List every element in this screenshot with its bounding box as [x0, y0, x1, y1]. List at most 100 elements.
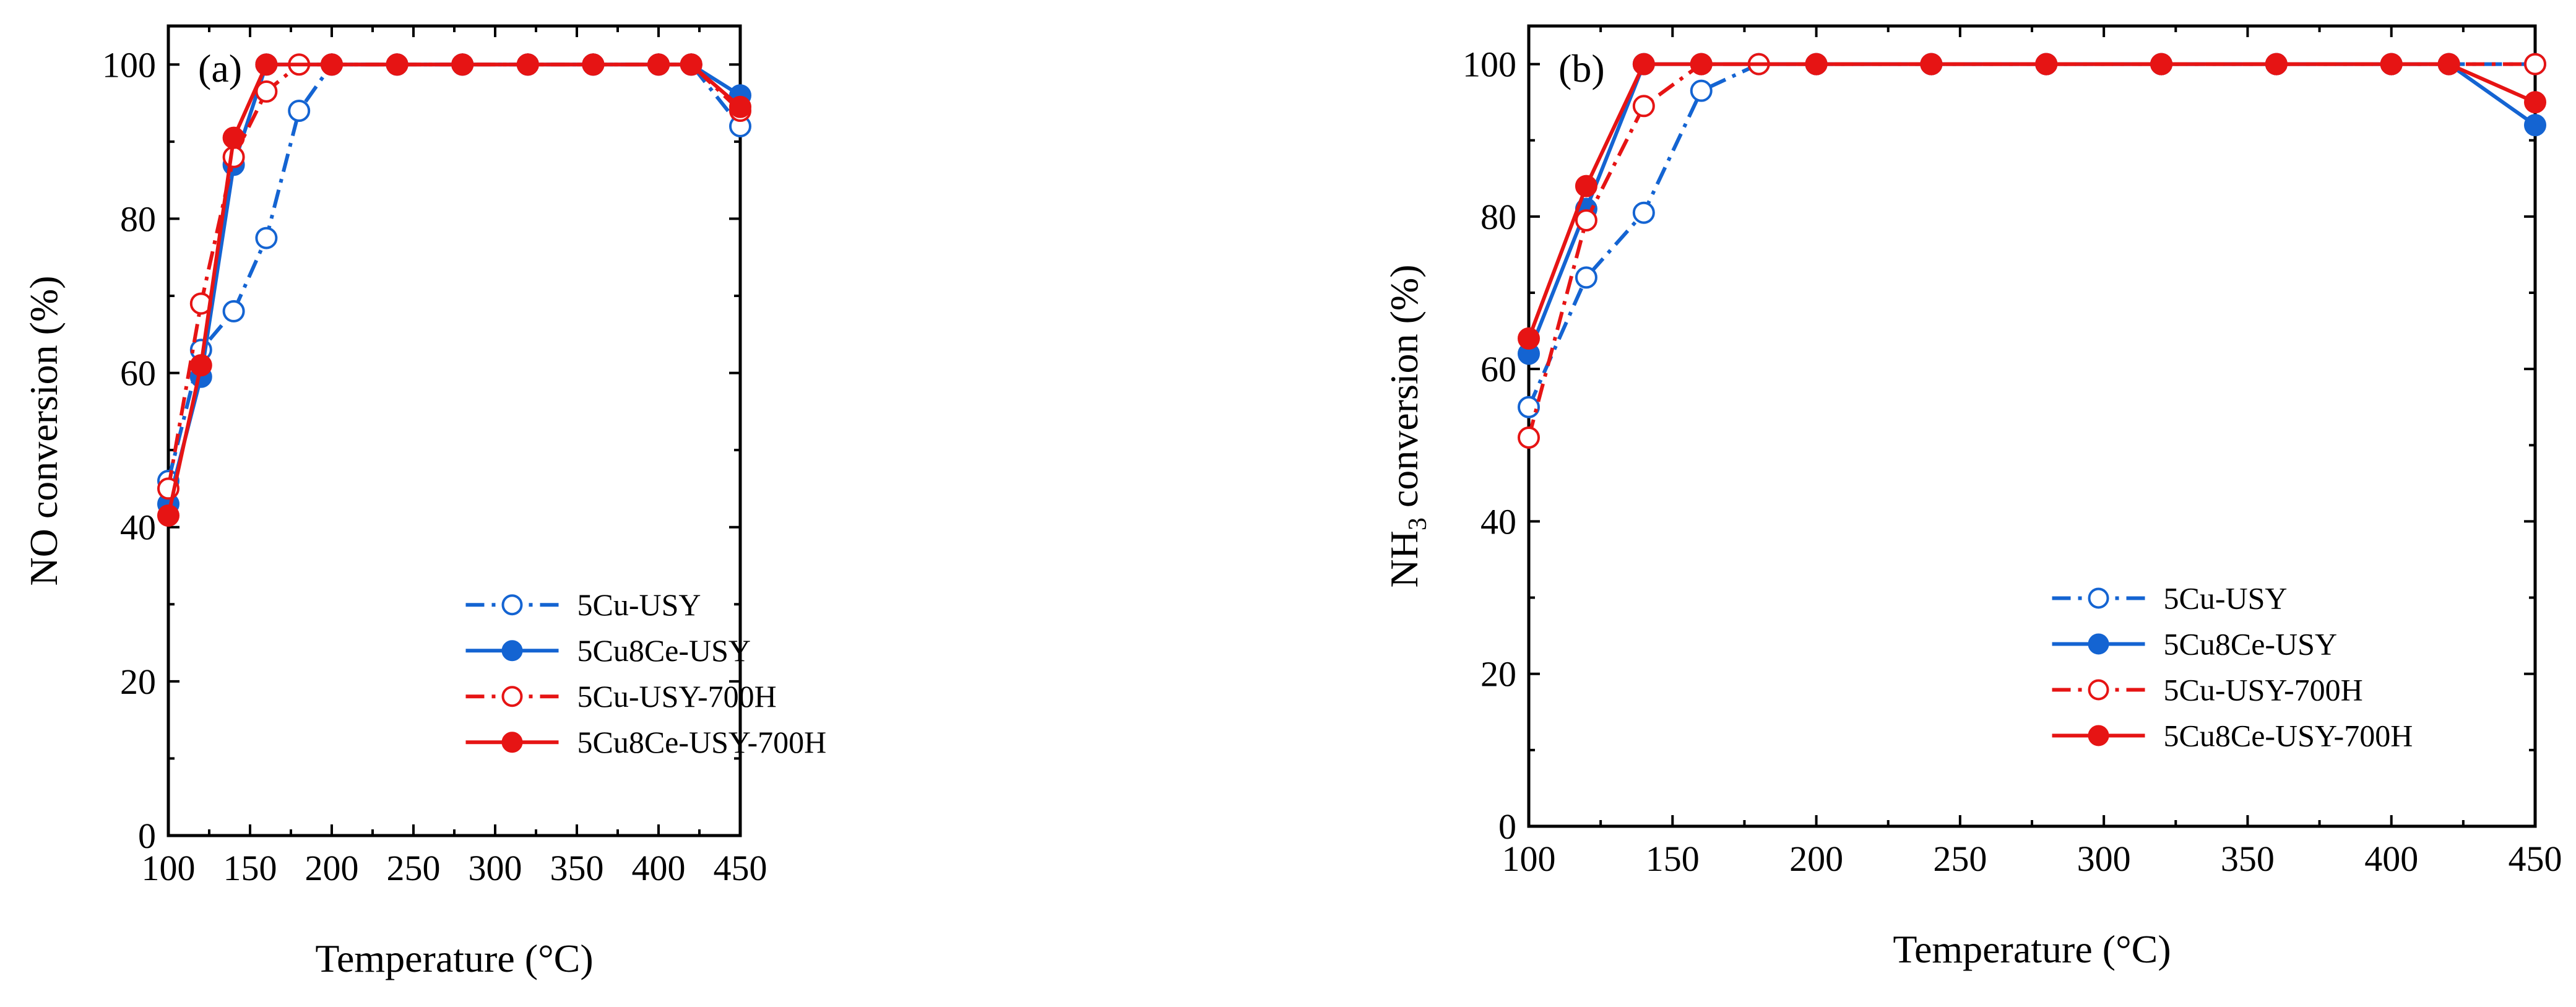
x-tick-label: 300: [469, 848, 522, 888]
y-axis-title-subscript: 3: [1404, 517, 1432, 530]
data-point: [1632, 201, 1655, 224]
data-point: [1632, 95, 1655, 118]
y-tick-label: 80: [1480, 197, 1516, 237]
series-line: [166, 63, 742, 489]
data-point: [386, 53, 408, 76]
x-tick-label: 450: [714, 848, 767, 888]
data-point: [1690, 53, 1713, 76]
legend-marker: [2088, 587, 2109, 609]
data-point: [1575, 209, 1597, 232]
legend-label: 5Cu-USY: [2164, 581, 2288, 615]
legend-marker: [501, 594, 523, 616]
data-point: [729, 95, 751, 118]
series-5Cu-USY: [1518, 53, 2546, 418]
legend-label: 5Cu-USY: [577, 587, 701, 622]
series-line: [166, 63, 742, 482]
x-tick-label: 100: [142, 848, 196, 888]
data-point: [2524, 91, 2546, 114]
chart-panel-a: 100 150 200 250 300 350 400 450 0 20 40 60 80 100 Temp…: [22, 24, 826, 980]
x-tick-label: 100: [1502, 839, 1556, 879]
legend-item: 5Cu-USY-700H: [2052, 672, 2363, 707]
data-point: [222, 126, 245, 149]
y-tick-label: 40: [1480, 501, 1516, 542]
data-point: [222, 300, 245, 322]
x-tick-label: 450: [2509, 839, 2562, 879]
data-point: [255, 53, 278, 76]
legend-item: 5Cu8Ce-USY: [465, 633, 751, 668]
data-point: [516, 53, 539, 76]
legend-label: 5Cu-USY-700H: [2164, 672, 2363, 707]
data-point: [1518, 395, 1540, 418]
data-point: [2265, 53, 2288, 76]
x-tick-label: 200: [1789, 839, 1843, 879]
legend-item: 5Cu8Ce-USY-700H: [2052, 718, 2413, 753]
x-axis-title: Temperature (°C): [1893, 927, 2171, 971]
data-point: [1518, 426, 1540, 449]
data-point: [582, 53, 605, 76]
data-point: [1805, 53, 1828, 76]
data-point: [2035, 53, 2058, 76]
data-point: [189, 354, 212, 377]
data-point: [680, 53, 702, 76]
x-tick-label: 400: [632, 848, 686, 888]
data-point: [2437, 53, 2460, 76]
legend-marker: [2088, 679, 2109, 701]
panel-label: (b): [1558, 46, 1605, 90]
series-5Cu-USY-700H: [1518, 53, 2546, 449]
series-line: [1527, 62, 2536, 339]
y-tick-label: 0: [1498, 806, 1516, 847]
x-tick-label: 300: [2077, 839, 2131, 879]
data-point: [1920, 53, 1943, 76]
legend-label: 5Cu8Ce-USY-700H: [2164, 718, 2413, 753]
y-tick-label: 80: [120, 199, 156, 239]
data-point: [288, 100, 311, 123]
legend-marker: [2088, 633, 2109, 655]
series-line: [166, 63, 741, 516]
y-tick-label: 60: [1480, 349, 1516, 389]
legend-item: 5Cu-USY-700H: [465, 679, 777, 714]
data-point: [647, 53, 670, 76]
data-point: [255, 80, 278, 103]
legend-item: 5Cu-USY: [465, 587, 701, 622]
series-5Cu8Ce-USY-700H: [157, 53, 751, 527]
y-tick-label: 40: [120, 508, 156, 548]
series-5Cu8Ce-USY: [1518, 53, 2546, 365]
chart-panel-b: 100 150 200 250 300 350 400 450 0 20 40 60 80 100 Temp…: [1382, 24, 2562, 971]
legend-item: 5Cu-USY: [2052, 581, 2288, 615]
y-axis-title-rest: conversion (%): [1382, 264, 1426, 517]
legend-item: 5Cu8Ce-USY-700H: [465, 725, 826, 759]
legend-label: 5Cu8Ce-USY: [577, 633, 751, 668]
legend-marker: [501, 640, 523, 662]
x-tick-label: 350: [2221, 839, 2275, 879]
data-point: [2524, 53, 2546, 76]
y-tick-label: 0: [138, 816, 156, 856]
data-point: [1690, 79, 1713, 102]
series-line: [1527, 62, 2535, 408]
x-tick-label: 250: [387, 848, 441, 888]
series-5Cu8Ce-USY-700H: [1518, 53, 2546, 350]
data-point: [1575, 175, 1597, 197]
panel-label: (a): [198, 46, 242, 90]
data-point: [1575, 266, 1597, 289]
x-tick-label: 200: [305, 848, 359, 888]
legend: 5Cu-USY 5Cu8Ce-USY 5Cu-USY-700H 5Cu8Ce-USY-…: [2052, 581, 2413, 753]
data-point: [255, 227, 278, 249]
legend-marker: [501, 686, 523, 707]
y-tick-label: 20: [1480, 654, 1516, 694]
y-tick-label: 100: [1463, 45, 1516, 85]
legend-label: 5Cu8Ce-USY-700H: [577, 725, 826, 759]
y-tick-label: 20: [120, 662, 156, 702]
data-point: [2524, 114, 2546, 137]
data-point: [1518, 327, 1540, 350]
legend-label: 5Cu-USY-700H: [577, 679, 776, 714]
x-axis-title: Temperature (°C): [315, 936, 593, 980]
y-axis-title: NH3 conversion (%): [1382, 264, 1432, 587]
legend-label: 5Cu8Ce-USY: [2164, 626, 2338, 661]
data-point: [1632, 53, 1655, 76]
plot-frame: [166, 24, 742, 837]
series-5Cu8Ce-USY: [157, 53, 751, 516]
x-tick-label: 400: [2364, 839, 2418, 879]
y-tick-label: 60: [120, 353, 156, 394]
x-tick-label: 150: [1646, 839, 1700, 879]
